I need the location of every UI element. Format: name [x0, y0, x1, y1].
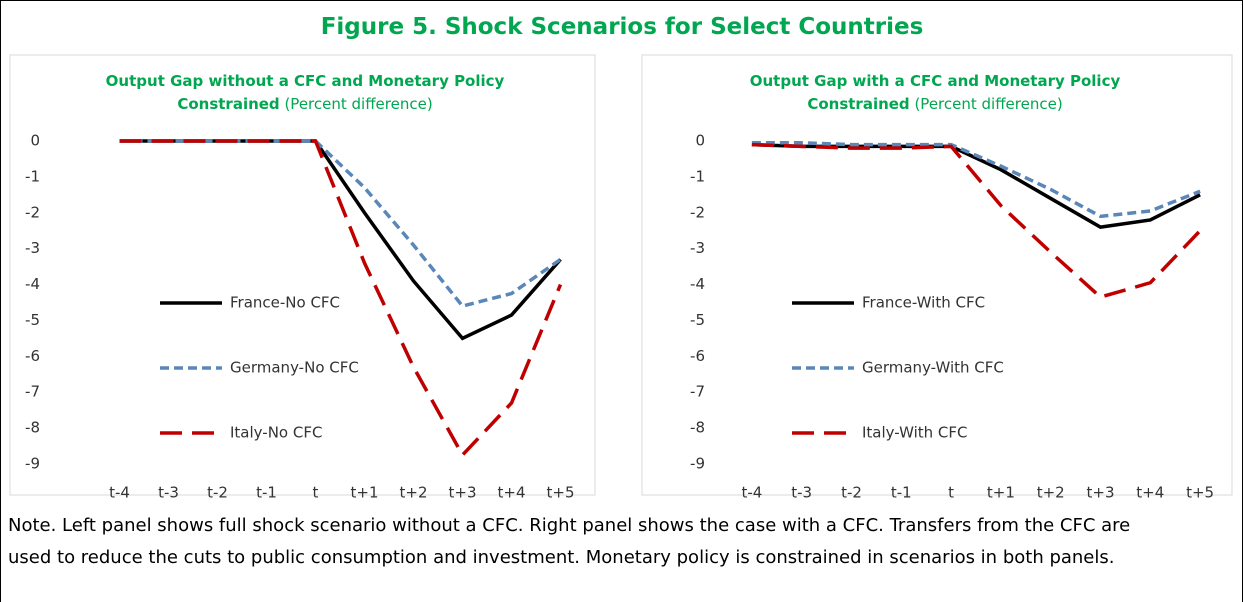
y-tick-label: -9 — [25, 455, 40, 473]
legend-label: Germany-No CFC — [230, 359, 359, 377]
y-tick-label: -1 — [690, 167, 705, 185]
x-tick-label: t+4 — [1136, 484, 1164, 502]
x-tick-label: t-2 — [841, 484, 862, 502]
x-tick-label: t-3 — [158, 484, 179, 502]
x-tick-label: t+5 — [1186, 484, 1214, 502]
y-tick-label: 0 — [30, 132, 40, 150]
series-line — [119, 139, 562, 309]
x-tick-label: t-1 — [891, 484, 912, 502]
x-tick-label: t+3 — [1087, 484, 1115, 502]
y-tick-label: -7 — [690, 383, 705, 401]
y-tick-label: -8 — [25, 419, 40, 437]
series-line — [119, 139, 563, 458]
x-tick-label: t — [313, 484, 319, 502]
y-tick-label: 0 — [695, 132, 705, 150]
note: Note. Left panel shows full shock scenar… — [8, 515, 1131, 568]
chart-title: Output Gap without a CFC and Monetary Po… — [105, 72, 505, 113]
y-tick-label: -5 — [690, 311, 705, 329]
y-tick-label: -7 — [25, 383, 40, 401]
y-tick-label: -8 — [690, 419, 705, 437]
y-tick-label: -9 — [690, 455, 705, 473]
plot-frame — [9, 54, 596, 496]
x-tick-label: t-4 — [109, 484, 130, 502]
x-tick-label: t+2 — [400, 484, 428, 502]
legend-label: Italy-With CFC — [862, 424, 967, 442]
x-tick-label: t-3 — [791, 484, 812, 502]
x-tick-label: t-1 — [256, 484, 277, 502]
panel-title: Output Gap without a CFC and Monetary Po… — [105, 70, 505, 116]
series-line — [751, 141, 1201, 219]
y-tick-label: -2 — [690, 203, 705, 221]
y-tick-label: -5 — [25, 311, 40, 329]
legend-label: France-With CFC — [862, 294, 985, 312]
series-line — [751, 142, 1202, 300]
x-tick-label: t+4 — [498, 484, 526, 502]
y-tick-label: -1 — [25, 167, 40, 185]
x-tick-label: t+1 — [987, 484, 1015, 502]
chart-subtitle: (Percent difference) — [284, 95, 433, 113]
y-tick-label: -6 — [25, 347, 40, 365]
x-tick-label: t+5 — [547, 484, 575, 502]
y-tick-label: -2 — [25, 203, 40, 221]
panel-title: Output Gap with a CFC and Monetary Polic… — [735, 70, 1135, 116]
y-tick-label: -6 — [690, 347, 705, 365]
legend-label: France-No CFC — [230, 294, 340, 312]
legend-label: Italy-No CFC — [230, 424, 322, 442]
y-tick-label: -4 — [690, 275, 705, 293]
x-tick-label: t — [948, 484, 954, 502]
chart-title: Output Gap with a CFC and Monetary Polic… — [749, 72, 1121, 113]
x-tick-label: t+2 — [1037, 484, 1065, 502]
x-tick-label: t+1 — [351, 484, 379, 502]
legend-label: Germany-With CFC — [862, 359, 1004, 377]
y-tick-label: -3 — [690, 239, 705, 257]
x-tick-label: t-2 — [207, 484, 228, 502]
x-tick-label: t-4 — [741, 484, 762, 502]
y-tick-label: -3 — [25, 239, 40, 257]
figure-title: Figure 5. Shock Scenarios for Select Cou… — [320, 14, 924, 40]
x-tick-label: t+3 — [449, 484, 477, 502]
plot-frame — [641, 54, 1233, 496]
chart-subtitle: (Percent difference) — [914, 95, 1063, 113]
y-tick-label: -4 — [25, 275, 40, 293]
